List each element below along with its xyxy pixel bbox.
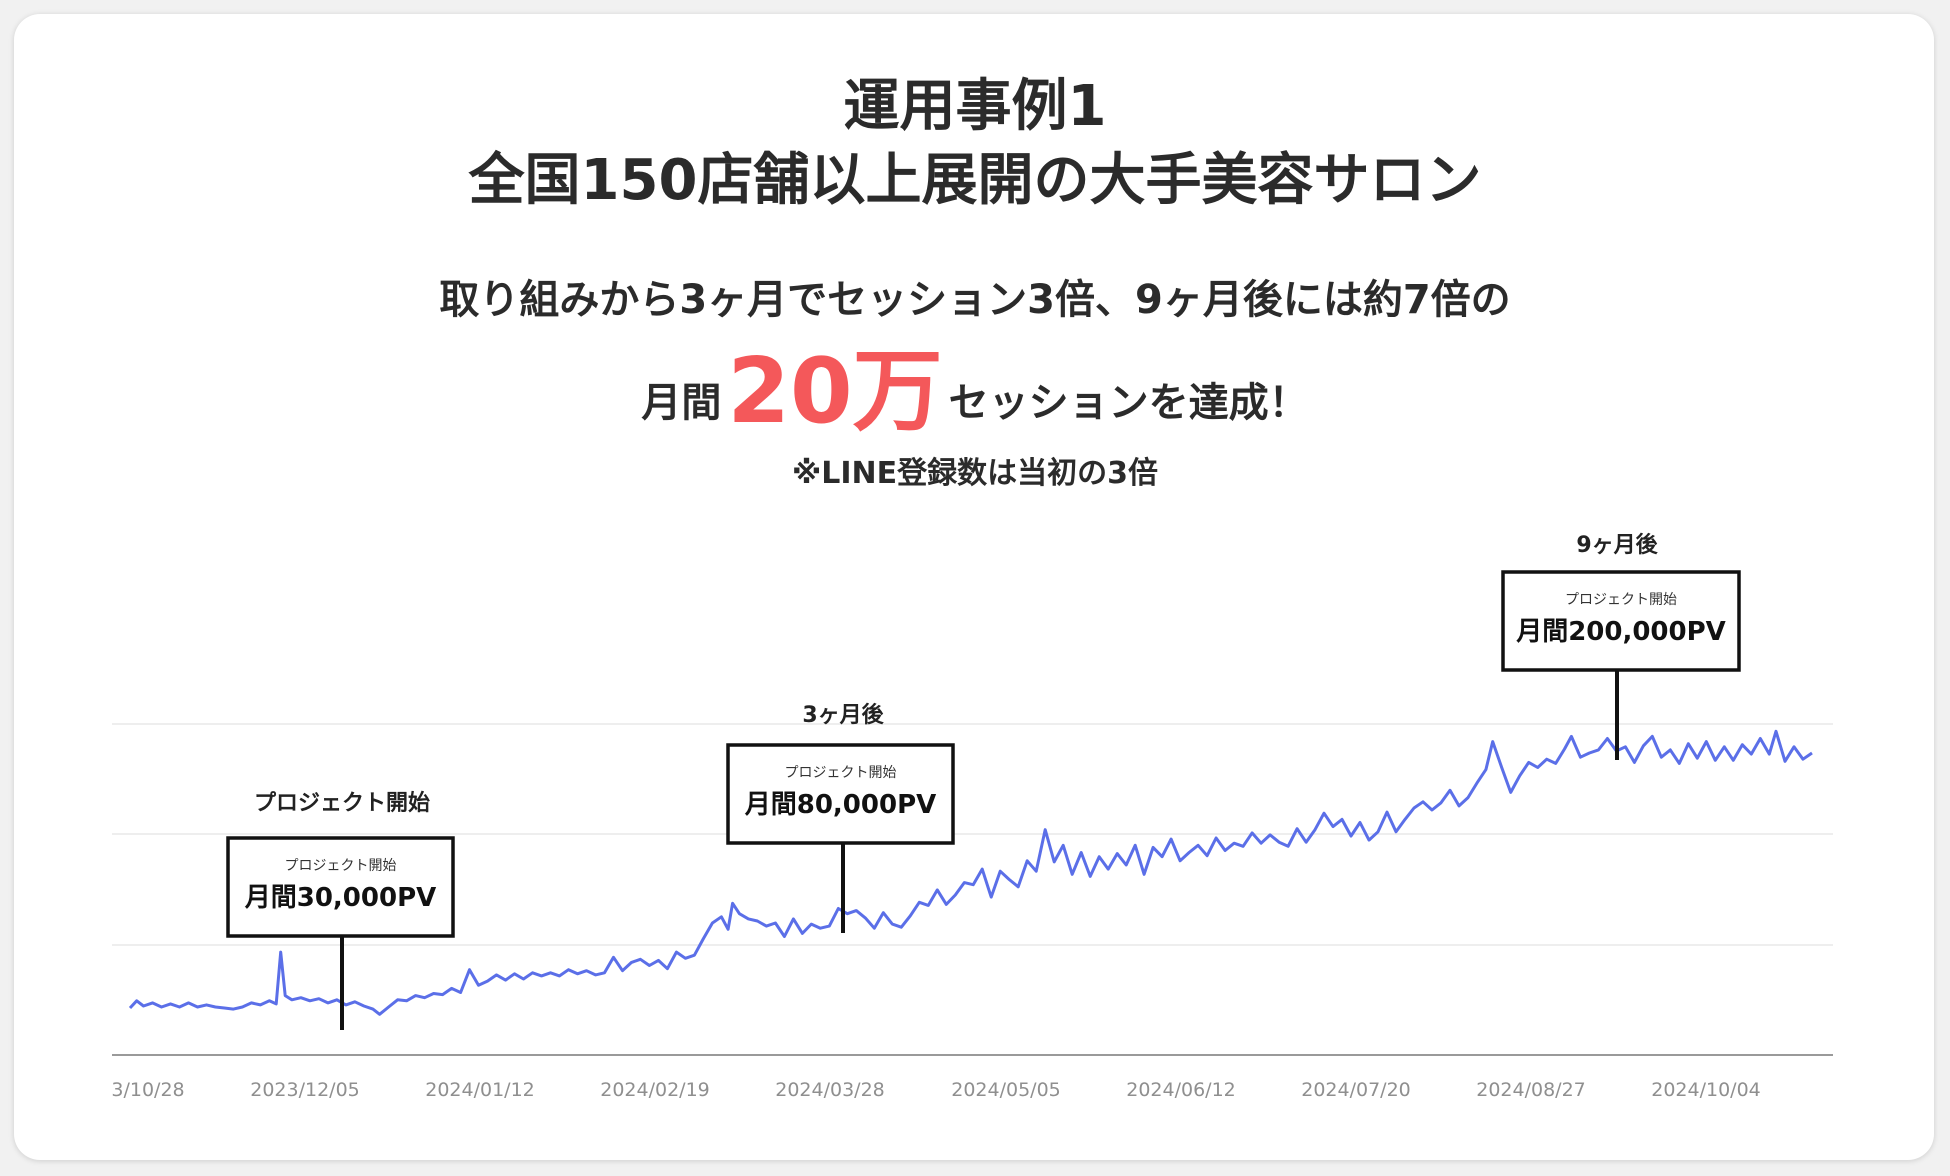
note-text: ※LINE登録数は当初の3倍 bbox=[792, 456, 1158, 491]
annotation-box-caption: プロジェクト開始 bbox=[785, 765, 897, 781]
annotation-box-caption: プロジェクト開始 bbox=[1565, 592, 1677, 608]
x-tick-label: 3/10/28 bbox=[111, 1079, 184, 1101]
page-title: 運用事例1 bbox=[843, 74, 1107, 139]
series-line-0 bbox=[128, 729, 1813, 1016]
annotation-box-value: 月間200,000PV bbox=[1515, 617, 1726, 647]
chart-series bbox=[128, 729, 1813, 1016]
annotation-box bbox=[726, 743, 955, 845]
annotation-label: プロジェクト開始 bbox=[254, 790, 430, 816]
annotation-box-value: 月間80,000PV bbox=[744, 790, 937, 820]
annotation-box bbox=[1501, 570, 1741, 672]
summary-suffix: セッションを達成！ bbox=[948, 380, 1309, 426]
summary-highlight-value: 20万 bbox=[727, 339, 943, 444]
x-tick-label: 2024/05/05 bbox=[951, 1079, 1061, 1101]
annotation-label: 9ヶ月後 bbox=[1576, 532, 1658, 558]
chart-grid bbox=[112, 723, 1833, 1056]
x-tick-label: 2024/01/12 bbox=[425, 1079, 535, 1101]
x-tick-label: 2024/02/19 bbox=[600, 1079, 710, 1101]
x-tick-label: 2024/10/04 bbox=[1651, 1079, 1761, 1101]
x-tick-label: 2024/08/27 bbox=[1476, 1079, 1586, 1101]
chart-annotations: プロジェクト開始プロジェクト開始月間30,000PV3ヶ月後プロジェクト開始月間… bbox=[226, 532, 1741, 1030]
x-tick-label: 2024/03/28 bbox=[775, 1079, 885, 1101]
page-subtitle: 全国150店舗以上展開の大手美容サロン bbox=[468, 148, 1482, 213]
x-axis-ticks: 3/10/28 2023/12/05 2024/01/12 2024/02/19 202… bbox=[111, 1079, 1760, 1101]
annotation-label: 3ヶ月後 bbox=[802, 702, 884, 728]
annotation-box-value: 月間30,000PV bbox=[244, 883, 437, 913]
annotation-box bbox=[226, 836, 455, 938]
x-tick-label: 2024/07/20 bbox=[1301, 1079, 1411, 1101]
x-tick-label: 2024/06/12 bbox=[1126, 1079, 1236, 1101]
summary-prefix: 月間 bbox=[641, 380, 722, 426]
x-tick-label: 2023/12/05 bbox=[250, 1079, 360, 1101]
summary-highlight-line: 月間20万 セッションを達成！ bbox=[0, 342, 1950, 453]
annotation-box-caption: プロジェクト開始 bbox=[285, 858, 397, 874]
summary-line: 取り組みから3ヶ月でセッション3倍、9ヶ月後には約7倍の bbox=[439, 277, 1511, 323]
